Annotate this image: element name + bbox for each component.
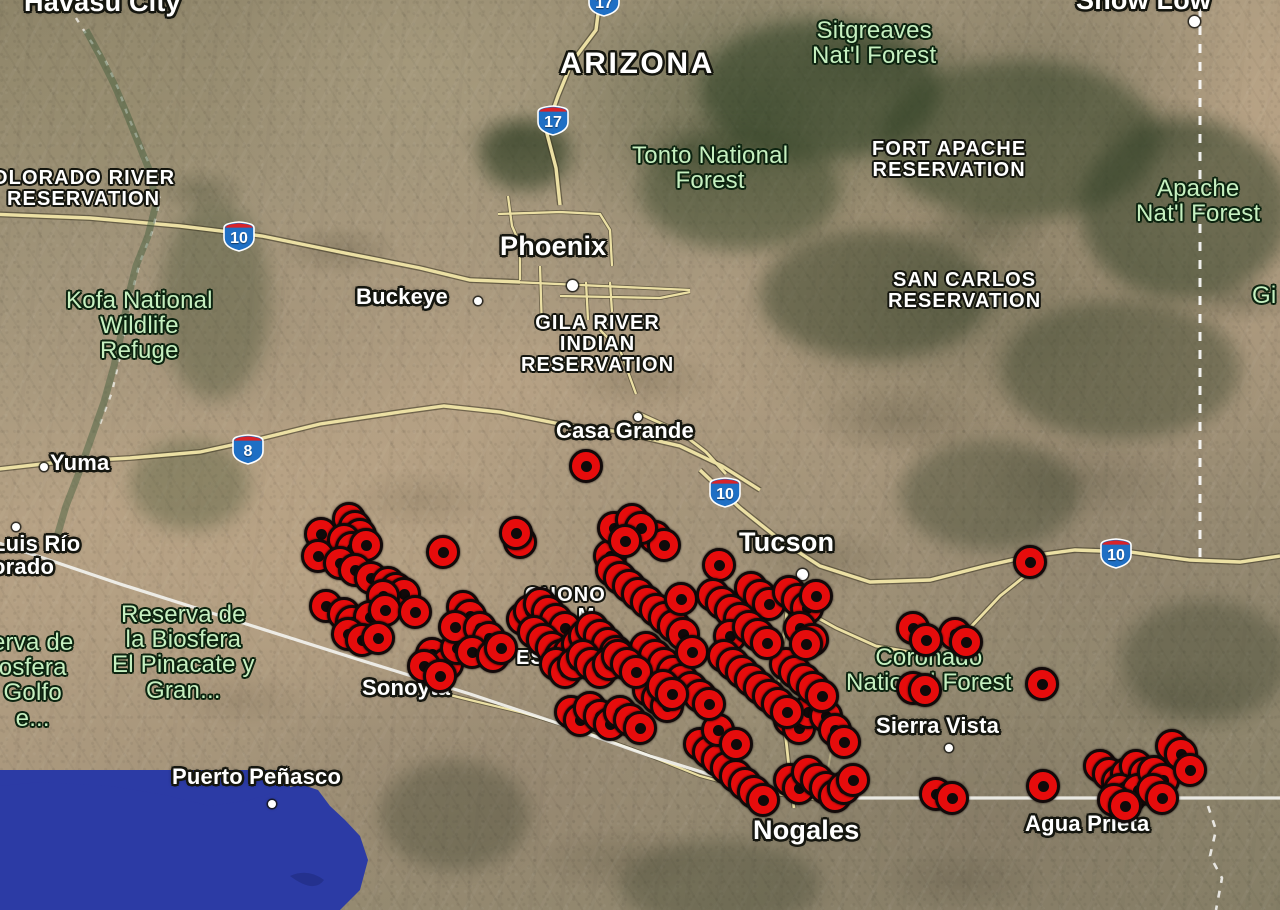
interstate-shield-icon — [537, 105, 569, 136]
city-dot-buckeye — [474, 297, 482, 305]
highway-shield-interstate-8[interactable]: 8 — [232, 434, 264, 465]
incident-marker[interactable] — [1026, 769, 1060, 803]
vegetation-patch — [1080, 120, 1280, 300]
incident-marker[interactable] — [423, 659, 457, 693]
interstate-shield-icon — [232, 434, 264, 465]
incident-marker[interactable] — [398, 595, 432, 629]
incident-marker[interactable] — [836, 763, 870, 797]
incident-marker[interactable] — [569, 449, 603, 483]
highway-number: 8 — [243, 443, 253, 460]
interstate-shield-icon — [588, 0, 620, 17]
incident-marker[interactable] — [1108, 789, 1142, 823]
incident-marker[interactable] — [1145, 781, 1179, 815]
incident-marker[interactable] — [750, 626, 784, 660]
city-dot-phoenix — [567, 280, 578, 291]
highway-shield-interstate-10-west[interactable]: 10 — [223, 221, 255, 252]
incident-marker[interactable] — [1025, 667, 1059, 701]
city-dot-casa-grande — [634, 413, 642, 421]
incident-marker[interactable] — [675, 635, 709, 669]
incident-marker[interactable] — [484, 631, 518, 665]
highway-number: 17 — [544, 114, 562, 131]
city-dot-tucson — [797, 569, 808, 580]
vegetation-patch — [620, 840, 820, 910]
interstate-shield-icon — [223, 221, 255, 252]
incident-marker[interactable] — [949, 625, 983, 659]
incident-marker[interactable] — [702, 548, 736, 582]
highway-number: 10 — [1107, 547, 1125, 564]
incident-marker[interactable] — [623, 711, 657, 745]
incident-marker[interactable] — [664, 582, 698, 616]
city-dot-show-low-clipped — [1189, 16, 1200, 27]
highway-shield-interstate-10-tucson[interactable]: 10 — [709, 477, 741, 508]
incident-marker[interactable] — [789, 627, 823, 661]
incident-marker[interactable] — [770, 695, 804, 729]
incident-marker[interactable] — [361, 621, 395, 655]
incident-marker[interactable] — [692, 687, 726, 721]
incident-marker[interactable] — [827, 725, 861, 759]
incident-marker[interactable] — [608, 524, 642, 558]
vegetation-patch — [1120, 600, 1280, 720]
incident-marker[interactable] — [909, 623, 943, 657]
highway-number: 10 — [230, 230, 248, 247]
highway-number: 10 — [716, 486, 734, 503]
interstate-shield-icon — [709, 477, 741, 508]
city-dot-puerto-penasco — [268, 800, 276, 808]
city-dot-san-luis-rio-colorado — [12, 523, 20, 531]
incident-marker[interactable] — [426, 535, 460, 569]
incident-marker[interactable] — [1173, 753, 1207, 787]
vegetation-patch — [640, 130, 840, 250]
interstate-shield-icon — [1100, 538, 1132, 569]
highway-number: 17 — [595, 0, 613, 12]
incident-marker[interactable] — [499, 516, 533, 550]
incident-marker[interactable] — [746, 783, 780, 817]
incident-marker[interactable] — [935, 781, 969, 815]
incident-marker[interactable] — [719, 727, 753, 761]
highway-shield-interstate-17[interactable]: 17 — [537, 105, 569, 136]
vegetation-patch — [380, 760, 530, 870]
highway-shield-interstate-17-north[interactable]: 17 — [588, 0, 620, 17]
incident-marker[interactable] — [655, 677, 689, 711]
incident-marker[interactable] — [1013, 545, 1047, 579]
incident-marker[interactable] — [799, 579, 833, 613]
city-dot-yuma — [40, 463, 48, 471]
incident-marker[interactable] — [908, 673, 942, 707]
highway-shield-interstate-10-east[interactable]: 10 — [1100, 538, 1132, 569]
city-dot-sierra-vista — [945, 744, 953, 752]
incident-marker[interactable] — [805, 679, 839, 713]
vegetation-patch — [760, 230, 990, 360]
vegetation-patch — [900, 440, 1080, 550]
